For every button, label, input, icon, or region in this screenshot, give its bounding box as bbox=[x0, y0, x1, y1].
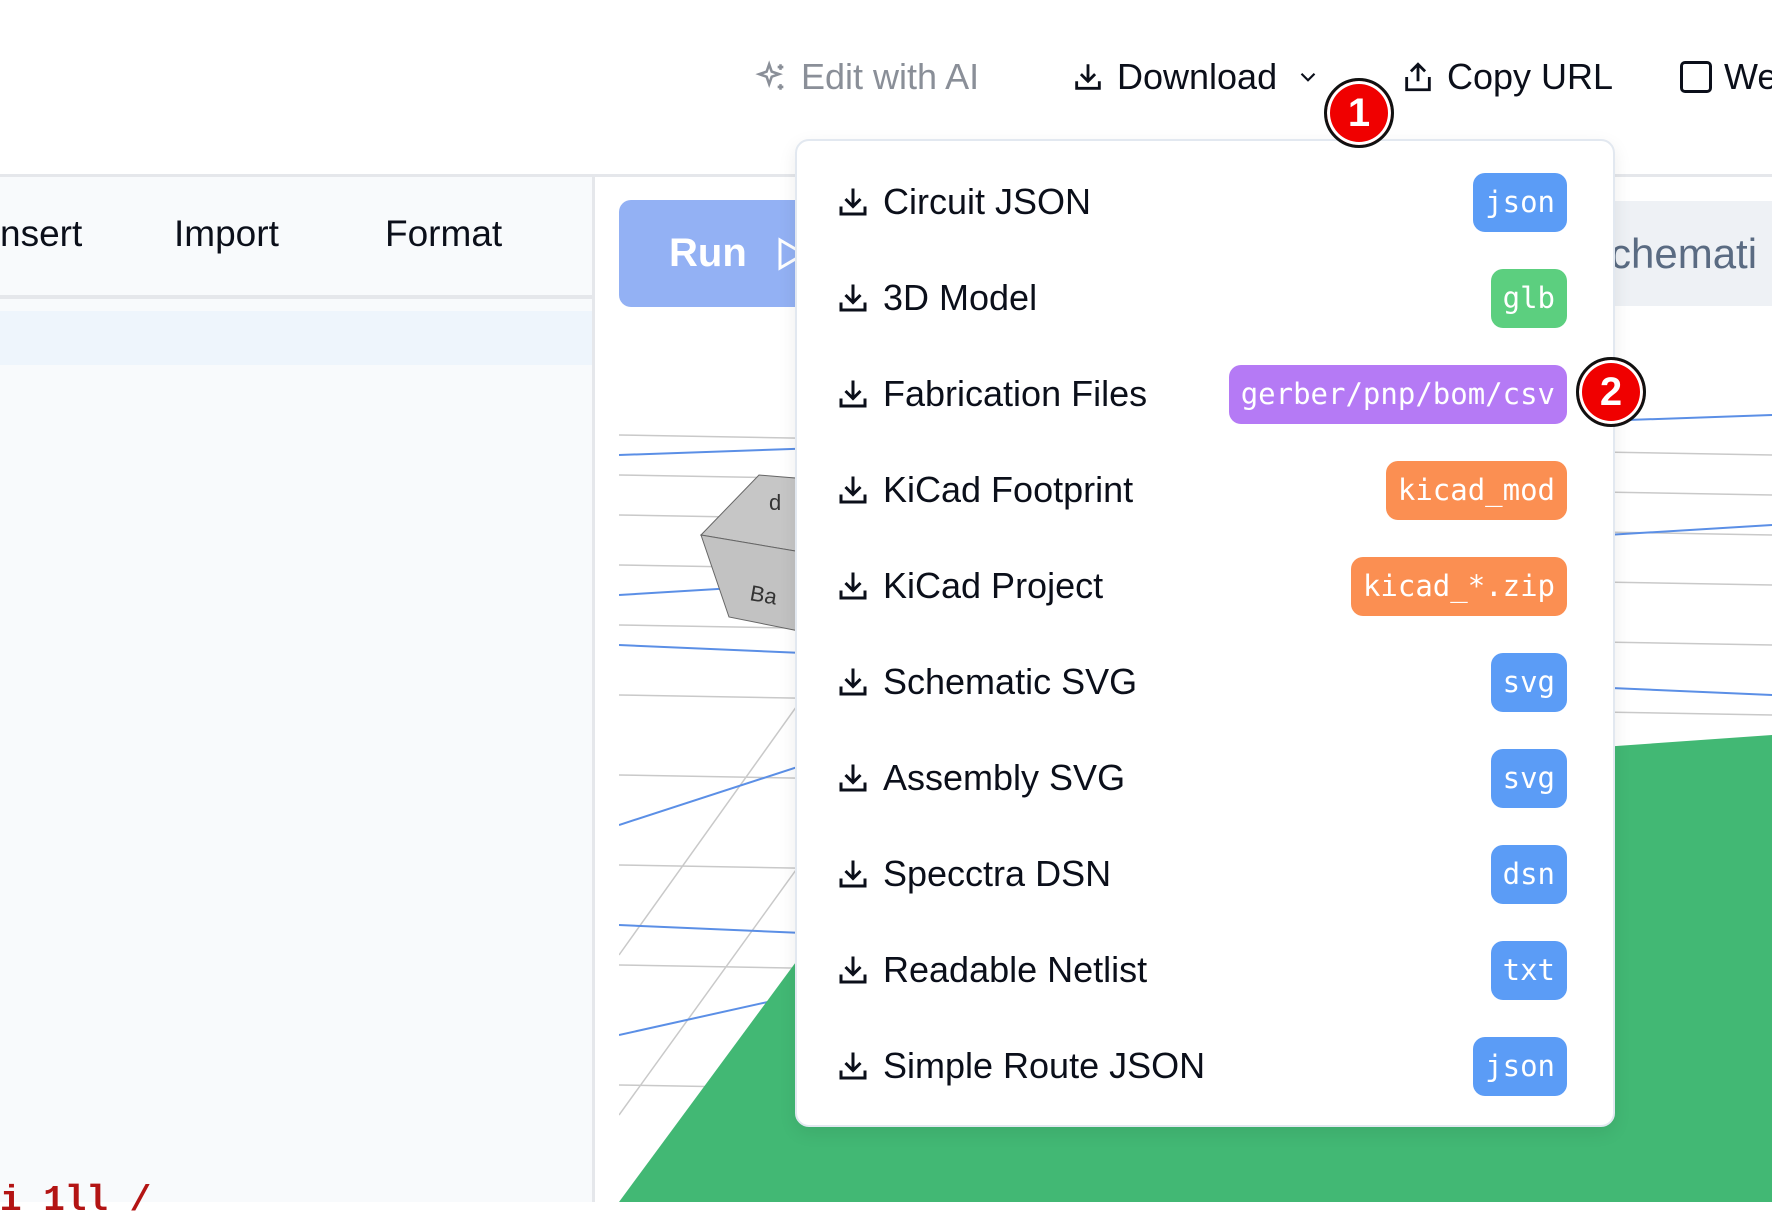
download-icon bbox=[835, 664, 871, 700]
format-badge: svg bbox=[1490, 652, 1567, 712]
menu-item-label: KiCad Project bbox=[883, 565, 1104, 606]
download-icon bbox=[835, 472, 871, 508]
download-menu-item[interactable]: KiCad Project kicad_*.zip bbox=[797, 546, 1613, 626]
download-icon bbox=[835, 376, 871, 412]
format-badge: txt bbox=[1490, 940, 1567, 1000]
format-badge: kicad_*.zip bbox=[1350, 556, 1567, 616]
menu-import[interactable]: Import bbox=[174, 213, 279, 254]
download-menu-item[interactable]: Fabrication Files gerber/pnp/bom/csv bbox=[797, 354, 1613, 434]
annotation-marker-2: 2 bbox=[1576, 357, 1646, 427]
format-badge: kicad_mod bbox=[1385, 460, 1567, 520]
copy-url-button[interactable]: Copy URL bbox=[1401, 52, 1613, 102]
menu-item-label: Specctra DSN bbox=[883, 853, 1112, 894]
menu-item-label: KiCad Footprint bbox=[883, 469, 1134, 510]
download-icon bbox=[835, 1048, 871, 1084]
checkbox[interactable] bbox=[1680, 61, 1712, 93]
play-icon bbox=[778, 236, 807, 271]
chevron-down-icon bbox=[1300, 72, 1316, 82]
download-icon bbox=[835, 184, 871, 220]
download-menu-item[interactable]: Schematic SVG svg bbox=[797, 642, 1613, 722]
edit-with-ai-label: Edit with AI bbox=[801, 56, 980, 97]
menu-item-label: Schematic SVG bbox=[883, 661, 1138, 702]
menu-item-label: Readable Netlist bbox=[883, 949, 1148, 990]
download-menu-item[interactable]: Circuit JSON json bbox=[797, 162, 1613, 242]
menu-item-label: Fabrication Files bbox=[883, 373, 1148, 414]
menu-insert[interactable]: nsert bbox=[0, 213, 83, 254]
download-icon bbox=[835, 760, 871, 796]
tab-schematic[interactable]: chemati bbox=[1610, 201, 1772, 306]
copy-url-label: Copy URL bbox=[1447, 56, 1614, 97]
download-menu-item[interactable]: 3D Model glb bbox=[797, 258, 1613, 338]
download-icon bbox=[835, 568, 871, 604]
run-button[interactable]: Run bbox=[619, 200, 819, 307]
download-icon bbox=[835, 856, 871, 892]
download-menu-item[interactable]: Assembly SVG svg bbox=[797, 738, 1613, 818]
format-badge: svg bbox=[1490, 748, 1567, 808]
edit-with-ai-button[interactable]: Edit with AI bbox=[755, 52, 979, 102]
download-icon bbox=[835, 952, 871, 988]
run-label: Run bbox=[669, 231, 747, 275]
menu-item-label: 3D Model bbox=[883, 277, 1038, 318]
cube-label-back: Ba bbox=[748, 580, 780, 609]
code-editor-panel: nsert Import Format i 1ll / bbox=[0, 177, 595, 1221]
download-icon bbox=[1075, 64, 1101, 90]
menu-format[interactable]: Format bbox=[385, 213, 503, 254]
format-badge: json bbox=[1473, 1036, 1567, 1096]
download-menu-item[interactable]: KiCad Footprint kicad_mod bbox=[797, 450, 1613, 530]
code-line: i 1ll / bbox=[0, 1180, 152, 1221]
menu-item-label: Simple Route JSON bbox=[883, 1045, 1206, 1086]
share-icon bbox=[1405, 62, 1431, 92]
download-menu-item[interactable]: Readable Netlist txt bbox=[797, 930, 1613, 1010]
tab-schematic-label: chemati bbox=[1610, 229, 1758, 277]
download-menu-item[interactable]: Simple Route JSON json bbox=[797, 1026, 1613, 1106]
editor-menubar: nsert Import Format bbox=[0, 177, 592, 299]
cube-label-top: d bbox=[769, 490, 781, 515]
active-line-highlight bbox=[0, 311, 592, 365]
menu-item-label: Assembly SVG bbox=[883, 757, 1126, 798]
orientation-cube: d Ba bbox=[699, 474, 820, 636]
download-button[interactable]: Download bbox=[1071, 52, 1321, 102]
download-dropdown-menu: Circuit JSON json 3D Model glb Fabrication F… bbox=[795, 139, 1615, 1127]
format-badge: gerber/pnp/bom/csv bbox=[1228, 364, 1567, 424]
menu-item-label: Circuit JSON bbox=[883, 181, 1092, 222]
format-badge: dsn bbox=[1490, 844, 1567, 904]
annotation-marker-1: 1 bbox=[1324, 78, 1394, 148]
format-badge: json bbox=[1473, 172, 1567, 232]
download-icon bbox=[835, 280, 871, 316]
download-menu-item[interactable]: Specctra DSN dsn bbox=[797, 834, 1613, 914]
sparkle-icon bbox=[755, 60, 784, 90]
checkbox-toggle[interactable]: We bbox=[1680, 52, 1772, 102]
download-label: Download bbox=[1117, 56, 1278, 97]
checkbox-label: We bbox=[1724, 56, 1772, 97]
format-badge: glb bbox=[1490, 268, 1567, 328]
